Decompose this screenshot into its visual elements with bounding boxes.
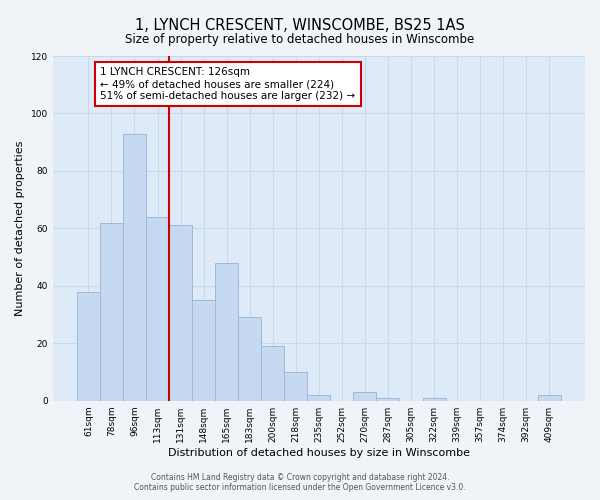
Text: Contains HM Land Registry data © Crown copyright and database right 2024.
Contai: Contains HM Land Registry data © Crown c… (134, 473, 466, 492)
Bar (307, 395, 331, 400)
Bar (261, 346, 284, 401)
Bar (284, 372, 307, 400)
Text: 1, LYNCH CRESCENT, WINSCOMBE, BS25 1AS: 1, LYNCH CRESCENT, WINSCOMBE, BS25 1AS (135, 18, 465, 32)
Bar (192, 300, 215, 400)
Bar (123, 134, 146, 400)
Bar (376, 398, 400, 400)
Bar (238, 318, 261, 400)
Bar (422, 398, 446, 400)
Bar (77, 292, 100, 401)
Bar (215, 263, 238, 400)
Text: 1 LYNCH CRESCENT: 126sqm
← 49% of detached houses are smaller (224)
51% of semi-: 1 LYNCH CRESCENT: 126sqm ← 49% of detach… (100, 68, 355, 100)
X-axis label: Distribution of detached houses by size in Winscombe: Distribution of detached houses by size … (168, 448, 470, 458)
Bar (169, 226, 192, 400)
Bar (100, 222, 123, 400)
Bar (538, 395, 561, 400)
Y-axis label: Number of detached properties: Number of detached properties (15, 140, 25, 316)
Text: Size of property relative to detached houses in Winscombe: Size of property relative to detached ho… (125, 32, 475, 46)
Bar (353, 392, 376, 400)
Bar (146, 217, 169, 400)
